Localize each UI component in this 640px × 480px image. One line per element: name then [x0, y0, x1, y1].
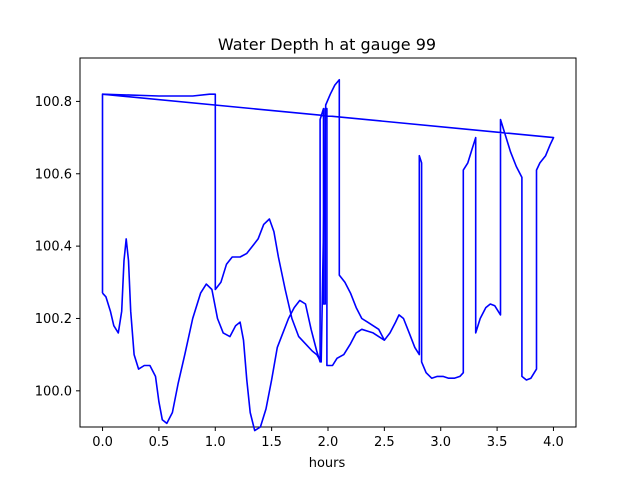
- x-axis: 0.0 0.5 1.0 1.5 2.0 2.5 3.0 3.5 4.0: [92, 427, 564, 450]
- x-tick-label: 0.5: [149, 435, 170, 450]
- y-axis: 100.0 100.2 100.4 100.6 100.8: [35, 95, 80, 399]
- y-tick-label: 100.6: [35, 167, 72, 182]
- x-tick-label: 1.5: [261, 435, 282, 450]
- x-tick-label: 1.0: [205, 435, 226, 450]
- x-tick-label: 2.0: [318, 435, 339, 450]
- series-layer: [101, 78, 555, 432]
- series-line-1: [101, 93, 555, 432]
- y-tick-label: 100.8: [35, 95, 72, 110]
- y-tick-label: 100.0: [35, 384, 72, 399]
- x-tick-label: 4.0: [543, 435, 564, 450]
- x-tick-label: 0.0: [92, 435, 113, 450]
- x-axis-label: hours: [309, 456, 346, 471]
- x-tick-label: 2.5: [374, 435, 395, 450]
- y-tick-label: 100.2: [35, 312, 72, 327]
- plot-frame: [79, 57, 577, 428]
- y-tick-label: 100.4: [35, 240, 72, 255]
- series-line-2: [102, 78, 386, 363]
- chart-title: Water Depth h at gauge 99: [218, 35, 436, 54]
- x-tick-label: 3.0: [430, 435, 451, 450]
- x-tick-label: 3.5: [487, 435, 508, 450]
